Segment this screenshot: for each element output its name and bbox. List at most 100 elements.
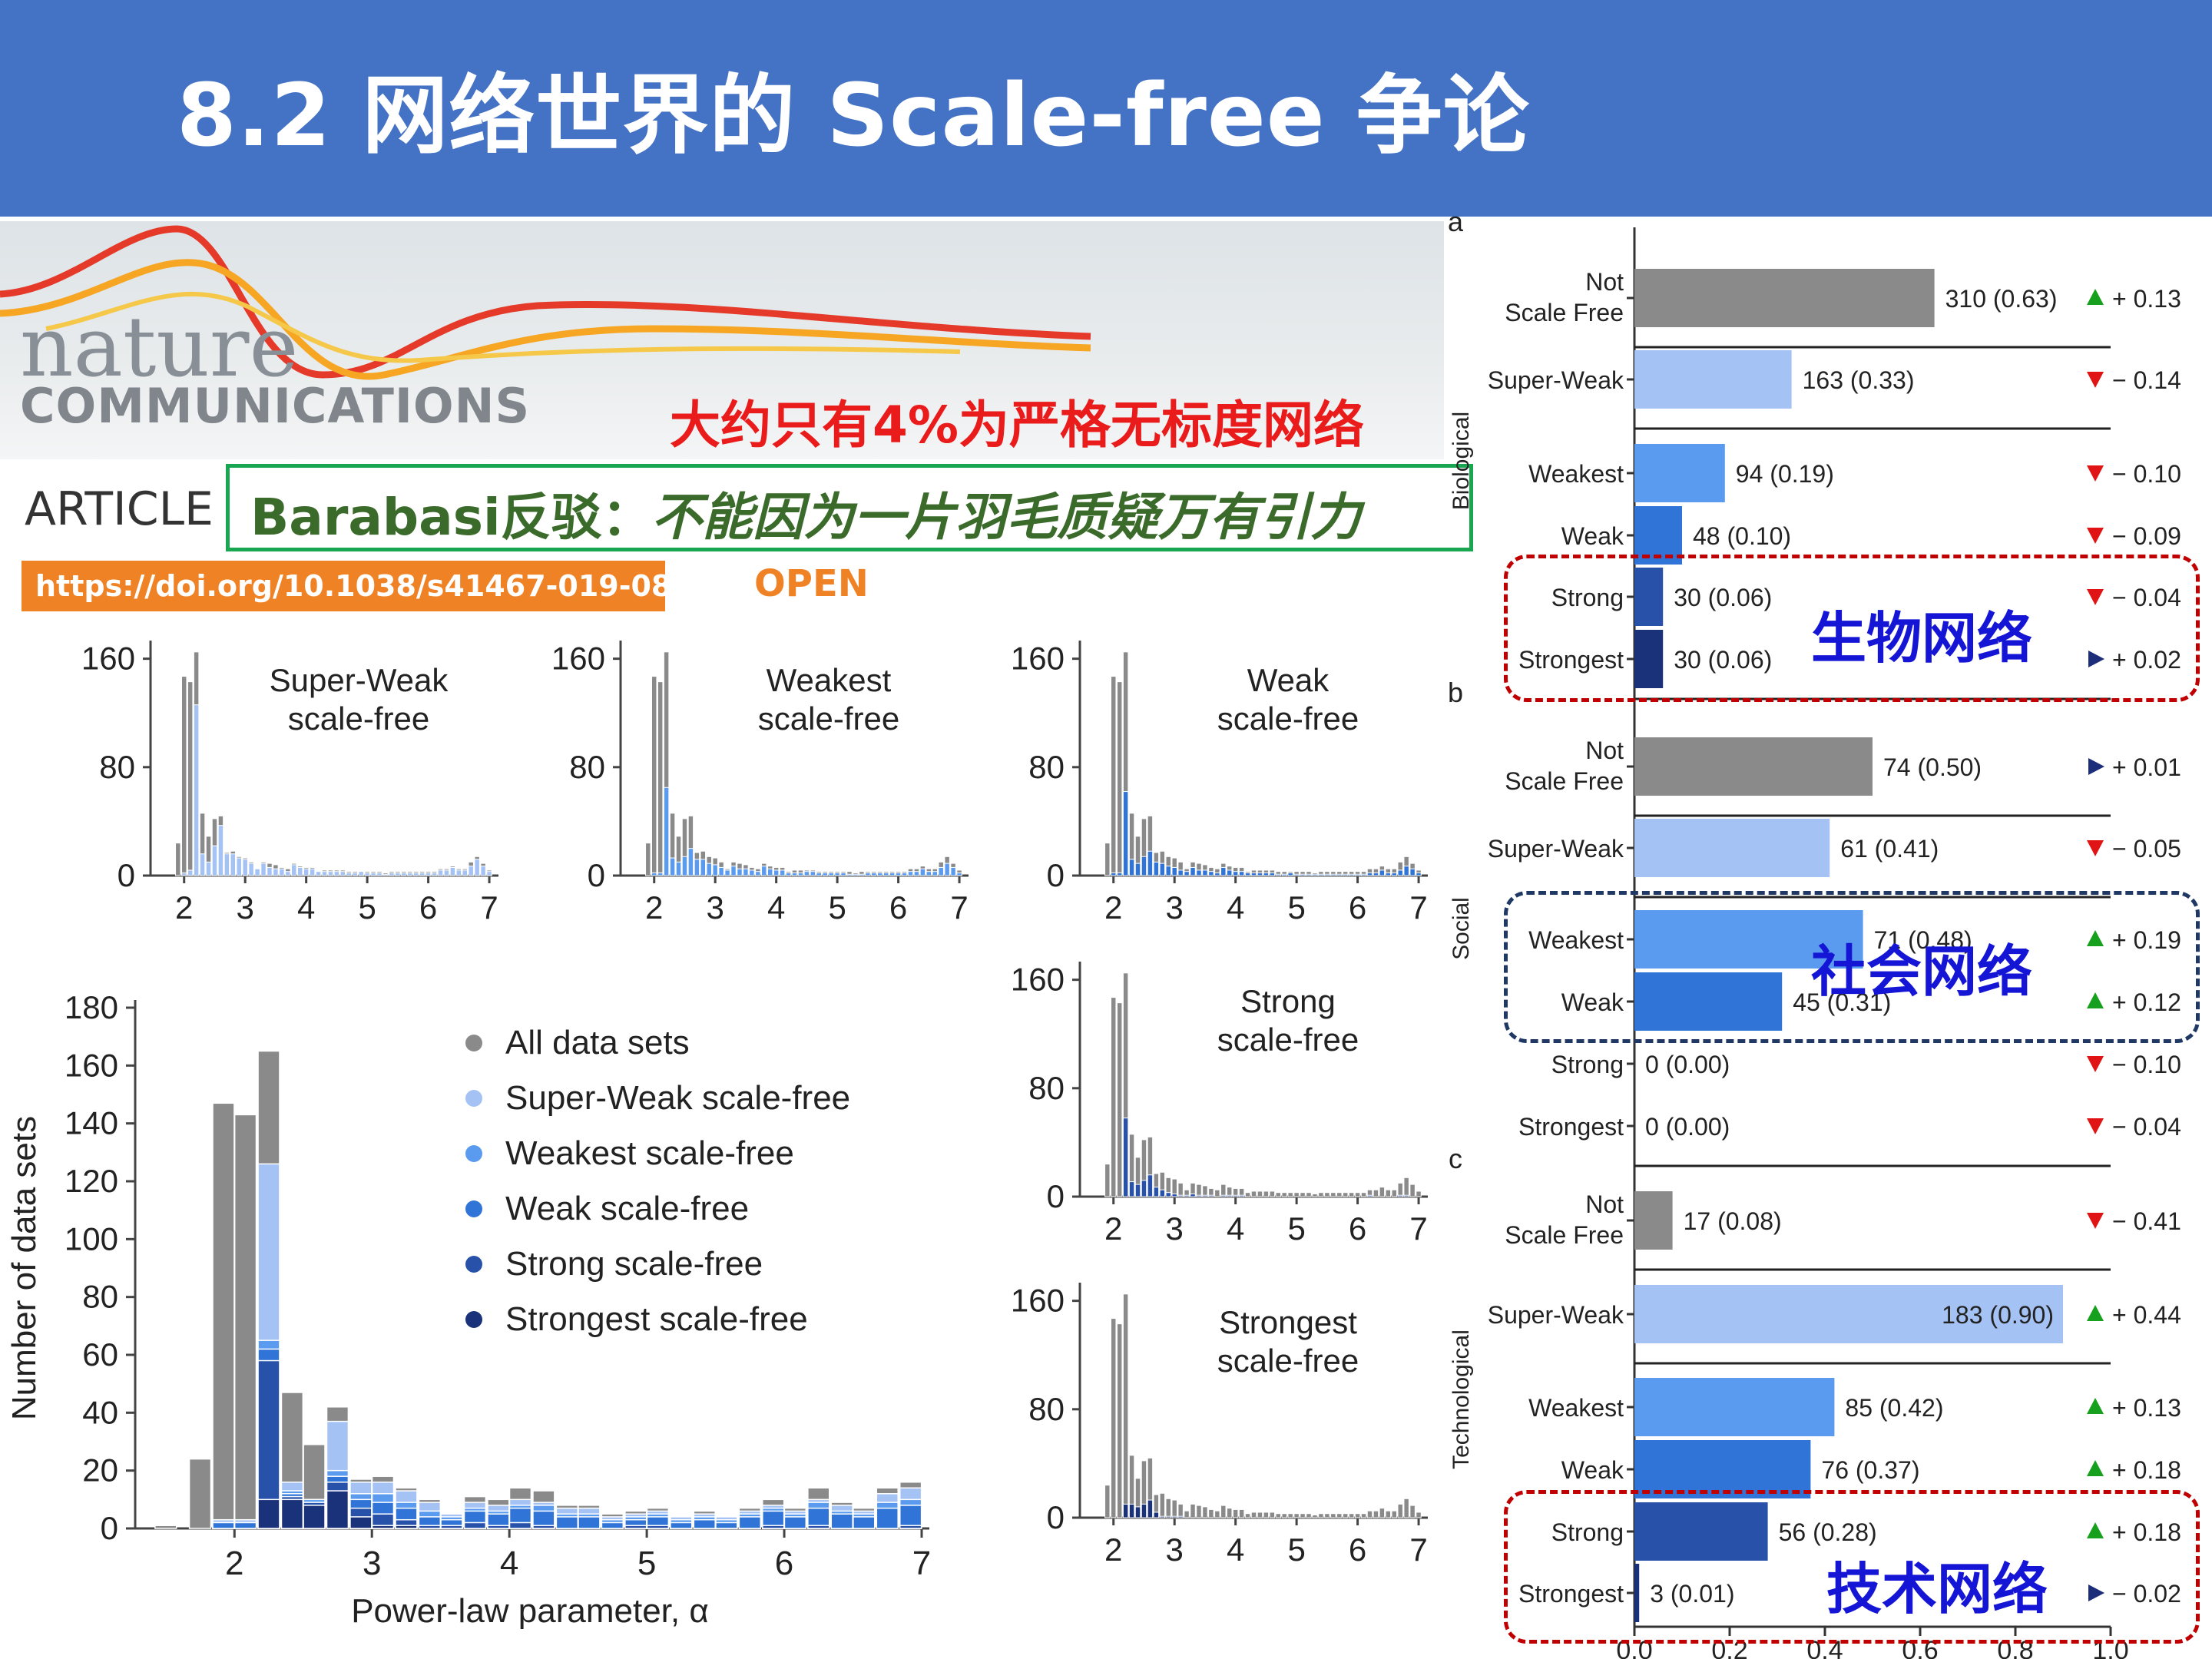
- mini-bar-all: [1214, 1189, 1220, 1197]
- mini-bar-all: [1324, 1192, 1330, 1197]
- mini-bar-series: [1159, 863, 1166, 876]
- legend-entry: Super-Weak scale-free: [505, 1079, 850, 1117]
- mini-bar-series: [1159, 1189, 1166, 1197]
- mini-bar-all: [1342, 1192, 1349, 1197]
- mini-x-tick-label: 5: [828, 889, 846, 926]
- mini-bar-series: [401, 872, 407, 876]
- mini-bar-series: [1257, 872, 1263, 876]
- mini-bar-series: [1196, 1194, 1202, 1197]
- mini-bar-series: [871, 872, 877, 876]
- hbar-value-label: 3 (0.01): [1650, 1580, 1734, 1608]
- hbar-category-label: Strong: [1551, 1518, 1624, 1546]
- mini-y-tick-label: 160: [1011, 1283, 1065, 1319]
- mini-bar-all: [1385, 1510, 1392, 1518]
- hbar-delta-label: − 0.10: [2112, 1051, 2181, 1078]
- mini-bar-series: [1177, 1194, 1184, 1197]
- main-x-tick-label: 5: [637, 1545, 656, 1582]
- mini-bar-all: [1330, 1192, 1336, 1197]
- hbar-bar: [1634, 1378, 1835, 1436]
- main-bar-strongest: [395, 1525, 418, 1529]
- mini-bar-series: [1141, 856, 1147, 876]
- main-bar-strong: [440, 1525, 463, 1529]
- mini-bar-series: [1153, 861, 1160, 876]
- main-y-tick-label: 20: [82, 1452, 118, 1488]
- mini-bar-series: [712, 864, 718, 876]
- mini-bar-series: [449, 866, 456, 876]
- hbar-delta-label: + 0.12: [2112, 988, 2181, 1016]
- mini-bar-all: [1409, 1184, 1416, 1197]
- journal-logo-communications: COMMUNICATIONS: [20, 378, 531, 434]
- mini-bar-all: [181, 676, 187, 876]
- mini-bar-series: [1147, 850, 1154, 876]
- mini-bar-all: [1104, 843, 1111, 876]
- mini-bar-series: [1293, 873, 1300, 876]
- legend-marker: [465, 1145, 482, 1162]
- mini-bar-series: [1263, 872, 1270, 876]
- mini-x-tick-label: 3: [1166, 1210, 1184, 1247]
- mini-x-tick-label: 5: [1287, 889, 1305, 926]
- hbar-bar: [1634, 1502, 1768, 1561]
- hbar-value-label: 163 (0.33): [1803, 366, 1915, 394]
- mini-x-tick-label: 4: [1227, 1532, 1244, 1568]
- mini-bar-series: [285, 871, 291, 876]
- hbar-delta-label: + 0.01: [2112, 753, 2181, 781]
- hbar-delta-label: + 0.19: [2112, 926, 2181, 954]
- main-bar-strong: [762, 1525, 785, 1529]
- mini-bar-series: [675, 861, 682, 876]
- mini-bar-series: [663, 786, 670, 876]
- main-bar-weak: [233, 1522, 257, 1529]
- main-bar-all: [154, 1525, 177, 1529]
- hbar-value-label: 56 (0.28): [1779, 1518, 1877, 1546]
- mini-bar-series: [224, 853, 230, 876]
- hbar-value-label: 48 (0.10): [1693, 522, 1791, 550]
- mini-bar-all: [187, 681, 194, 876]
- hbar-change-down-icon: [2087, 1213, 2104, 1229]
- main-bar-strong: [899, 1525, 922, 1529]
- mini-bar-series: [950, 866, 956, 876]
- mini-bar-all: [1300, 1192, 1306, 1197]
- rebuttal-box: [226, 464, 1473, 551]
- doi-link[interactable]: https://doi.org/10.1038/s41467-019-08746…: [22, 561, 765, 611]
- mini-bar-series: [1128, 859, 1135, 876]
- mini-bar-series: [1220, 1194, 1227, 1197]
- hbar-delta-label: − 0.10: [2112, 460, 2181, 488]
- mini-bar-series: [455, 869, 462, 876]
- mini-bar-all: [1397, 1182, 1403, 1197]
- mini-y-tick-label: 80: [99, 749, 135, 785]
- hbar-category-label: Super-Weak: [1488, 1301, 1624, 1329]
- main-bar-all: [188, 1458, 212, 1529]
- mini-bar-series: [1330, 873, 1336, 876]
- hbar-delta-label: + 0.44: [2112, 1301, 2181, 1329]
- hbar-value-label: 310 (0.63): [1945, 285, 2058, 313]
- mini-bar-all: [1244, 1192, 1251, 1197]
- mini-bar-series: [303, 868, 310, 876]
- mini-bar-series: [309, 868, 316, 876]
- mini-bar-series: [296, 866, 303, 876]
- hbar-domain-label: Biological: [1449, 412, 1474, 510]
- mini-bar-series: [1134, 1184, 1141, 1197]
- mini-bar-all: [1263, 1512, 1270, 1518]
- mini-bar-all: [1354, 1513, 1361, 1518]
- mini-bar-all: [1373, 1510, 1379, 1518]
- mini-x-tick-label: 6: [1349, 1210, 1366, 1247]
- mini-bar-series: [199, 853, 206, 876]
- mini-bar-all: [1208, 1508, 1214, 1518]
- mini-bar-series: [242, 859, 248, 876]
- main-bar-strong: [624, 1525, 647, 1529]
- mini-bar-series: [1232, 1194, 1239, 1197]
- mini-bar-all: [1244, 1513, 1251, 1518]
- main-bar-weak: [578, 1516, 601, 1529]
- mini-bar-series: [907, 871, 914, 876]
- mini-panel-title: scale-free: [288, 700, 429, 737]
- hbar-panel-letter: a: [1448, 206, 1464, 237]
- mini-bar-all: [1177, 1182, 1184, 1197]
- mini-bar-series: [1366, 1194, 1373, 1197]
- mini-bar-series: [370, 872, 376, 876]
- mini-bar-series: [1165, 866, 1171, 876]
- mini-bar-all: [1416, 1190, 1422, 1197]
- mini-bar-all: [1312, 1193, 1318, 1197]
- mini-bar-series: [755, 871, 761, 876]
- main-bar-strong: [508, 1522, 532, 1529]
- mini-bar-series: [339, 871, 346, 876]
